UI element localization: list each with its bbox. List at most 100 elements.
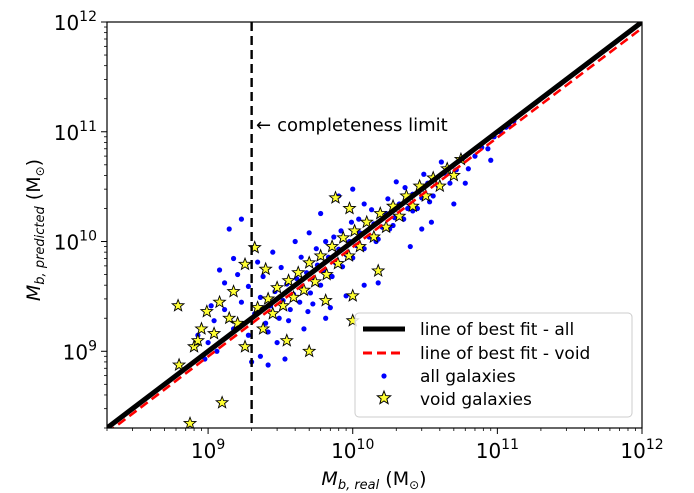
plot-frame	[106, 21, 643, 429]
data-point-void-galaxy	[318, 293, 333, 307]
data-point-all-galaxies	[230, 255, 237, 262]
data-point-void-galaxy	[371, 263, 386, 277]
data-point-void-galaxy	[199, 304, 214, 318]
data-point-void-galaxy	[347, 223, 362, 237]
data-point-all-galaxies	[393, 179, 399, 185]
data-point-all-galaxies	[485, 146, 491, 152]
legend-marker-all-galaxies	[381, 373, 387, 379]
data-point-all-galaxies	[318, 210, 324, 217]
data-point-all-galaxies	[265, 362, 271, 368]
legend-marker-void-galaxies	[376, 389, 392, 405]
data-point-void-galaxy	[392, 208, 407, 223]
svg-text:Mb, real (M⊙): Mb, real (M⊙)	[321, 468, 426, 493]
data-point-all-galaxies	[282, 356, 288, 362]
data-point-void-galaxy	[291, 265, 306, 279]
data-point-void-galaxy	[324, 239, 340, 253]
data-point-void-galaxy	[359, 214, 374, 229]
data-point-void-galaxy	[226, 284, 241, 298]
data-point-void-galaxy	[275, 298, 291, 312]
data-point-all-galaxies	[338, 228, 344, 234]
x-tick-label: 1012	[620, 437, 663, 463]
data-point-void-galaxy	[206, 326, 222, 340]
data-point-all-galaxies	[214, 348, 220, 354]
data-point-all-galaxies	[368, 207, 375, 213]
data-point-all-galaxies	[276, 315, 282, 321]
x-tick-label: 1011	[476, 437, 519, 463]
data-point-all-galaxies	[462, 180, 468, 186]
data-point-void-galaxy	[260, 291, 276, 305]
data-point-void-galaxy	[212, 294, 227, 309]
svg-text:←completeness limit: ← completeness limit	[256, 115, 448, 136]
data-point-all-galaxies	[331, 234, 337, 240]
data-point-all-galaxies	[356, 216, 362, 222]
data-point-void-galaxy	[170, 298, 186, 312]
data-point-all-galaxies	[245, 332, 252, 338]
completeness-annotation: ← completeness limit	[256, 115, 448, 136]
data-point-void-galaxy	[328, 190, 343, 204]
data-point-void-galaxy	[222, 310, 237, 325]
data-point-all-galaxies	[257, 294, 264, 300]
data-point-all-galaxies	[221, 306, 228, 313]
y-tick-label: 1010	[54, 229, 97, 255]
y-tick-label: 1011	[54, 119, 97, 145]
data-point-all-galaxies	[301, 326, 307, 332]
data-point-all-galaxies	[226, 226, 232, 232]
data-point-all-galaxies	[310, 301, 316, 307]
data-point-void-galaxy	[237, 256, 253, 271]
data-point-void-galaxy	[237, 339, 253, 353]
data-point-void-galaxy	[302, 255, 317, 269]
annotation-text: completeness limit	[277, 115, 448, 136]
data-point-all-galaxies	[306, 230, 312, 236]
data-point-all-galaxies	[297, 299, 303, 305]
data-point-void-galaxy	[302, 343, 317, 358]
data-point-all-galaxies	[216, 267, 223, 273]
x-axis-label: Mb, real (M⊙)	[321, 468, 426, 493]
y-tick-label: 1012	[54, 9, 97, 35]
data-point-all-galaxies	[421, 171, 427, 177]
data-point-all-galaxies	[260, 273, 266, 280]
y-tick-label: 109	[63, 338, 97, 364]
annotation-arrow: ←	[256, 115, 271, 136]
data-point-all-galaxies	[402, 184, 408, 191]
data-point-all-galaxies	[407, 243, 413, 250]
data-point-all-galaxies	[329, 273, 335, 280]
data-point-void-galaxy	[269, 280, 285, 294]
data-point-all-galaxies	[361, 201, 367, 207]
data-point-void-galaxy	[336, 230, 351, 244]
data-point-all-galaxies	[465, 166, 471, 172]
data-point-all-galaxies	[390, 222, 396, 229]
axis-ticks: 109 1010 1011 1012 109 1010 1011 1012	[54, 9, 664, 463]
data-point-all-galaxies	[205, 339, 211, 346]
data-point-void-galaxy	[313, 248, 328, 262]
data-point-all-galaxies	[238, 216, 245, 222]
data-point-all-galaxies	[292, 238, 298, 245]
data-point-void-galaxy	[258, 261, 273, 276]
y-axis-label: Mb, predicted (M⊙)	[23, 159, 48, 301]
data-point-all-galaxies	[428, 219, 435, 225]
data-point-all-galaxies	[298, 254, 304, 260]
data-point-all-galaxies	[305, 308, 311, 315]
data-point-all-galaxies	[270, 249, 276, 255]
data-point-all-galaxies	[235, 271, 241, 278]
data-point-void-galaxy	[214, 395, 230, 409]
data-point-all-galaxies	[430, 193, 436, 199]
data-point-all-galaxies	[274, 339, 280, 346]
data-point-all-galaxies	[438, 159, 444, 165]
legend-label-void-galaxies: void galaxies	[420, 390, 532, 410]
data-point-all-galaxies	[257, 353, 264, 359]
data-point-all-galaxies	[323, 238, 329, 245]
data-point-void-galaxy	[342, 200, 357, 215]
data-point-void-galaxy	[279, 333, 294, 347]
data-point-all-galaxies	[405, 205, 411, 212]
data-point-all-galaxies	[375, 280, 381, 286]
data-point-all-galaxies	[287, 306, 293, 313]
data-point-all-galaxies	[327, 305, 333, 311]
data-point-all-galaxies	[221, 280, 228, 286]
legend-label-fit-void: line of best fit - void	[420, 344, 590, 364]
data-point-all-galaxies	[385, 196, 391, 202]
data-point-void-galaxy	[171, 357, 187, 372]
legend: line of best fit - all line of best fit …	[354, 312, 633, 418]
data-point-void-galaxy	[319, 267, 334, 281]
data-point-all-galaxies	[318, 282, 324, 288]
fit-line-all	[107, 22, 642, 428]
